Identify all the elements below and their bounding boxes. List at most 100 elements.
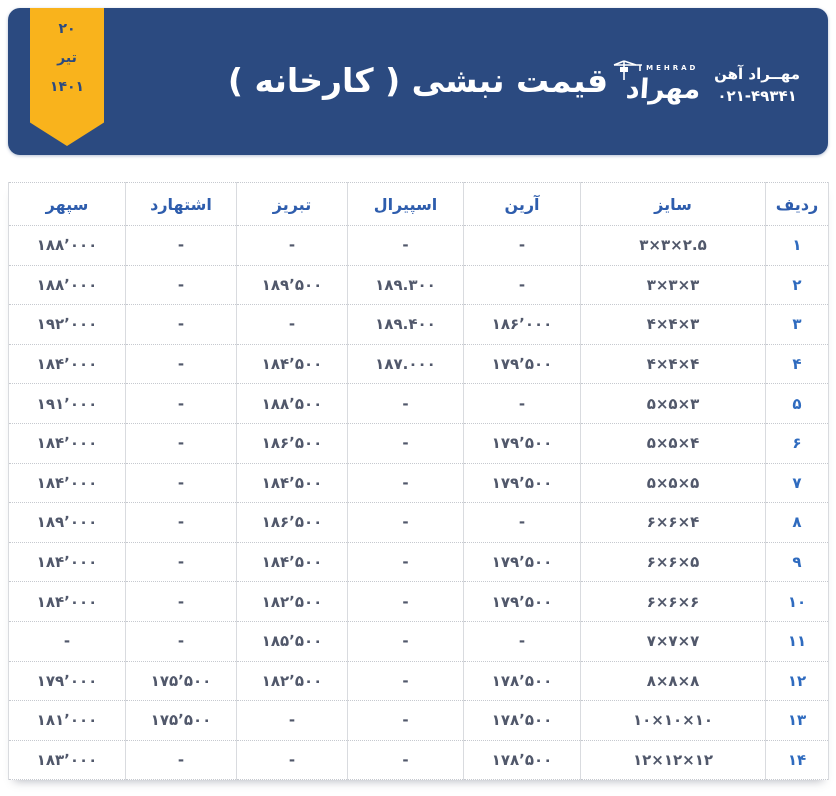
cell-no: ۲ [765,264,829,306]
cell-sepehr: ۱۸۴٬۰۰۰ [8,422,126,464]
cell-sepehr: ۱۸۴٬۰۰۰ [8,541,126,583]
cell-no: ۵ [765,383,829,424]
page-title: قیمت نبشی ( کارخانه ) [227,60,609,100]
cell-size: ۶×۶×۴ [580,502,766,543]
cell-spiral: - [347,462,464,504]
cell-sepehr: ۱۸۴٬۰۰۰ [8,581,126,622]
cell-spiral: - [347,422,464,464]
column-header-arian: آرین [463,182,581,226]
cell-tabriz: - [236,304,348,345]
brand-name-fa: مهراد [625,74,702,105]
column-header-spiral: اسپیرال [347,182,464,226]
table-row: ۲ ۳×۳×۳-۱۸۹.۳۰۰ ۱۸۹٬۵۰۰-۱۸۸٬۰۰۰ [8,264,829,306]
cell-no: ۷ [765,462,829,504]
cell-no: ۱ [765,225,829,266]
cell-arian: ۱۷۹٬۵۰۰ [463,462,581,504]
cell-spiral: - [347,502,464,543]
table-row: ۸ ۶×۶×۴- -۱۸۶٬۵۰۰-۱۸۹٬۰۰۰ [8,502,829,543]
cell-arian: ۱۷۹٬۵۰۰ [463,581,581,622]
cell-arian: - [463,502,581,543]
cell-no: ۱۰ [765,581,829,622]
cell-sepehr: ۱۹۱٬۰۰۰ [8,383,126,424]
cell-tabriz: ۱۸۵٬۵۰۰ [236,620,348,662]
column-header-size: سایز [580,182,766,226]
cell-eshtehard: - [125,620,237,662]
cell-no: ۱۱ [765,620,829,662]
cell-arian: ۱۸۶٬۰۰۰ [463,304,581,345]
cell-spiral: - [347,225,464,266]
table-row: ۱۰ ۶×۶×۶ ۱۷۹٬۵۰۰-۱۸۲٬۵۰۰-۱۸۴٬۰۰۰ [8,581,829,622]
price-table: ردیف سایز آرین اسپیرال تبریز اشتهارد سپهر ۱ ۳×۳… [8,182,829,781]
logo-area: مهــراد آهن ۰۲۱-۴۹۳۴۱ MEHRAD مهراد [550,56,800,114]
table-row: ۴ ۴×۴×۴ ۱۷۹٬۵۰۰ ۱۸۷.۰۰۰ ۱۸۴٬۵۰۰-۱۸۴٬۰۰۰ [8,343,829,385]
cell-size: ۳×۳×۲.۵ [580,225,766,266]
cell-eshtehard: - [125,739,237,781]
cell-eshtehard: - [125,502,237,543]
cell-arian: - [463,225,581,266]
date-day: ۲۰ [58,21,76,37]
cell-no: ۴ [765,343,829,385]
cell-spiral: - [347,739,464,781]
cell-spiral: ۱۸۹.۳۰۰ [347,264,464,306]
phone-number: ۰۲۱-۴۹۳۴۱ [717,87,797,105]
column-header-eshtehard: اشتهارد [125,182,237,226]
cell-arian: ۱۷۹٬۵۰۰ [463,422,581,464]
cell-no: ۹ [765,541,829,583]
cell-no: ۶ [765,422,829,464]
cell-spiral: - [347,581,464,622]
table-row: ۷ ۵×۵×۵ ۱۷۹٬۵۰۰-۱۸۴٬۵۰۰-۱۸۴٬۰۰۰ [8,462,829,504]
crane-icon [612,58,646,86]
cell-size: ۶×۶×۶ [580,581,766,622]
cell-eshtehard: - [125,462,237,504]
cell-spiral: - [347,383,464,424]
cell-tabriz: ۱۸۸٬۵۰۰ [236,383,348,424]
cell-size: ۵×۵×۴ [580,422,766,464]
price-table-body: ۱ ۳×۳×۲.۵- - - -۱۸۸٬۰۰۰ ۲ ۳×۳×۳-۱۸۹.۳۰۰ ۱۸۹٬۵۰۰… [8,225,829,781]
cell-size: ۶×۶×۵ [580,541,766,583]
cell-eshtehard: - [125,383,237,424]
cell-tabriz: ۱۸۶٬۵۰۰ [236,422,348,464]
date-year: ۱۴۰۱ [49,79,85,95]
cell-tabriz: ۱۸۴٬۵۰۰ [236,462,348,504]
cell-sepehr: ۱۸۹٬۰۰۰ [8,502,126,543]
cell-no: ۱۲ [765,660,829,702]
cell-no: ۱۳ [765,700,829,741]
brand-logo: MEHRAD مهراد [612,56,704,114]
cell-sepehr: ۱۸۴٬۰۰۰ [8,343,126,385]
table-row: ۹ ۶×۶×۵ ۱۷۹٬۵۰۰-۱۸۴٬۵۰۰-۱۸۴٬۰۰۰ [8,541,829,583]
cell-tabriz: ۱۸۴٬۵۰۰ [236,541,348,583]
cell-sepehr: ۱۷۹٬۰۰۰ [8,660,126,702]
cell-no: ۳ [765,304,829,345]
cell-arian: ۱۷۹٬۵۰۰ [463,541,581,583]
table-row: ۱ ۳×۳×۲.۵- - - -۱۸۸٬۰۰۰ [8,225,829,266]
date-ribbon: ۲۰ تیر ۱۴۰۱ [30,8,104,146]
cell-eshtehard: - [125,581,237,622]
table-row: ۱۳ ۱۰×۱۰×۱۰ ۱۷۸٬۵۰۰- -۱۷۵٬۵۰۰ ۱۸۱٬۰۰۰ [8,700,829,741]
cell-spiral: ۱۸۹.۴۰۰ [347,304,464,345]
header-band: ۲۰ تیر ۱۴۰۱ قیمت نبشی ( کارخانه ) مهــرا… [8,8,828,155]
cell-eshtehard: - [125,422,237,464]
cell-eshtehard: ۱۷۵٬۵۰۰ [125,700,237,741]
cell-eshtehard: - [125,343,237,385]
cell-no: ۱۴ [765,739,829,781]
cell-sepehr: ۱۸۳٬۰۰۰ [8,739,126,781]
cell-no: ۸ [765,502,829,543]
cell-tabriz: ۱۸۴٬۵۰۰ [236,343,348,385]
cell-spiral: - [347,700,464,741]
cell-tabriz: - [236,739,348,781]
cell-size: ۴×۴×۴ [580,343,766,385]
price-table-header: ردیف سایز آرین اسپیرال تبریز اشتهارد سپهر [8,182,829,226]
table-row: ۶ ۵×۵×۴ ۱۷۹٬۵۰۰-۱۸۶٬۵۰۰-۱۸۴٬۰۰۰ [8,422,829,464]
column-header-sepehr: سپهر [8,182,126,226]
cell-sepehr: ۱۸۴٬۰۰۰ [8,462,126,504]
date-month: تیر [57,50,77,66]
cell-tabriz: - [236,700,348,741]
cell-arian: - [463,264,581,306]
cell-size: ۵×۵×۵ [580,462,766,504]
cell-tabriz: ۱۸۹٬۵۰۰ [236,264,348,306]
header-row: ردیف سایز آرین اسپیرال تبریز اشتهارد سپهر [8,182,829,226]
cell-eshtehard: ۱۷۵٬۵۰۰ [125,660,237,702]
cell-eshtehard: - [125,304,237,345]
cell-size: ۵×۵×۳ [580,383,766,424]
